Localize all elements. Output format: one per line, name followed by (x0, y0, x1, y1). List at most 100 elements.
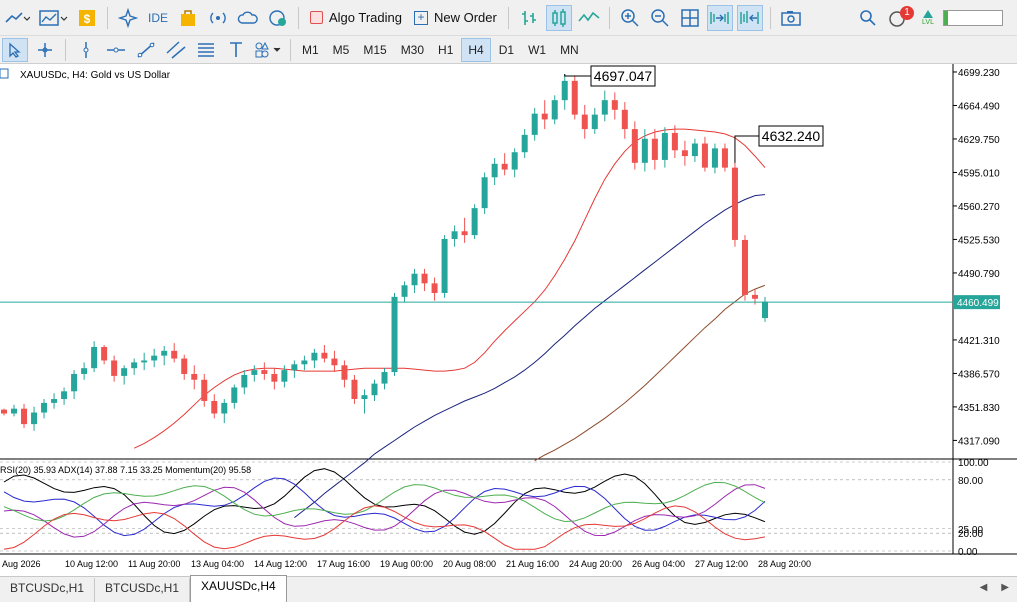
candle-body (731, 167, 738, 240)
price-tick-label: 4421.310 (958, 336, 1000, 347)
timeframe-h4[interactable]: H4 (461, 37, 491, 62)
candle-body (651, 138, 658, 160)
current-price-label: 4460.499 (957, 298, 999, 309)
signal-broadcast-icon[interactable] (205, 5, 231, 31)
auto-scroll-icon[interactable] (706, 4, 733, 31)
notification-badge: 1 (900, 5, 914, 20)
candle-body (421, 273, 428, 284)
candle-body (471, 208, 478, 236)
candle-body (281, 370, 288, 382)
timeframe-d1[interactable]: D1 (498, 42, 515, 57)
timeframe-m15[interactable]: M15 (363, 42, 387, 57)
scroll-left-icon[interactable]: ◀ (979, 582, 988, 593)
price-tick-label: 4386.570 (958, 369, 1000, 380)
chart-type-icon[interactable] (2, 5, 32, 31)
price-tick-label: 4699.230 (958, 68, 1000, 79)
candle-body (551, 100, 558, 120)
cloud-icon[interactable] (235, 5, 261, 31)
time-axis-label: 19 Aug 00:00 (380, 559, 433, 569)
candle-body (361, 395, 368, 400)
search-icon[interactable] (855, 5, 881, 31)
candle-body (331, 358, 338, 366)
market-bag-icon[interactable] (175, 5, 201, 31)
zoom-in-icon[interactable] (617, 5, 643, 31)
line-chart-icon[interactable] (576, 5, 602, 31)
time-axis-label: 27 Aug 12:00 (695, 559, 748, 569)
svg-text:$: $ (84, 12, 91, 26)
momentum-line (3, 505, 766, 550)
candle-body (341, 365, 348, 380)
algo-trading-icon (310, 11, 323, 24)
crosshair-icon[interactable] (32, 37, 58, 63)
price-tick-label: 4525.530 (958, 235, 1000, 246)
equidistant-channel-icon[interactable] (163, 37, 189, 63)
candle-body (711, 148, 718, 168)
chart-tab[interactable]: BTCUSDc,H1 (0, 578, 96, 602)
current-price-tag (954, 295, 1000, 310)
candle-body (741, 239, 748, 295)
candle-body (601, 100, 608, 115)
tile-windows-icon[interactable] (677, 5, 703, 31)
moving-average-slow-line (534, 284, 766, 462)
candle-body (171, 350, 178, 359)
candle-body (51, 399, 58, 403)
high-price-callout-box (590, 65, 656, 87)
zoom-out-icon[interactable] (647, 5, 673, 31)
timeframe-m5[interactable]: M5 (332, 42, 350, 57)
timeframe-h1[interactable]: H1 (438, 42, 454, 57)
candle-body (451, 231, 458, 239)
candle-body (481, 177, 488, 209)
fibonacci-icon[interactable] (193, 37, 219, 63)
shapes-icon[interactable] (253, 37, 283, 63)
candle-body (121, 368, 128, 376)
chart-tab[interactable]: XAUUSDc,H4 (190, 575, 287, 602)
main-toolbar: $ IDE Algo Trading + New Order (0, 0, 1017, 36)
candle-body (461, 231, 468, 236)
level-indicator[interactable]: LVL (915, 5, 941, 31)
candle-body (691, 143, 698, 157)
timeframe-m1[interactable]: M1 (302, 42, 319, 57)
timeframe-mn[interactable]: MN (560, 42, 579, 57)
candle-body (151, 355, 158, 361)
chart-list-icon[interactable] (0, 68, 9, 79)
candle-body (681, 150, 688, 157)
text-tool-icon[interactable] (223, 37, 249, 63)
new-order-label: New Order (434, 10, 497, 25)
rsi-line (3, 481, 766, 523)
vps-globe-icon[interactable] (265, 5, 291, 31)
chart-window[interactable]: 4699.230 4664.490 4629.750 4595.010 4560.270… (0, 64, 1017, 576)
tab-scroll-arrows[interactable]: ◀ ▶ (980, 582, 1009, 593)
candle-body (91, 346, 98, 369)
cursor-icon[interactable] (2, 37, 28, 62)
bar-chart-icon[interactable] (516, 5, 542, 31)
notifications-button[interactable]: 1 (885, 5, 914, 31)
algo-trading-button[interactable]: Algo Trading (304, 10, 408, 25)
drawing-toolbar: M1 M5 M15 M30 H1 H4 D1 W1 MN (0, 36, 1017, 64)
chart-tab[interactable]: BTCUSDc,H1 (95, 578, 191, 602)
sparkle-icon[interactable] (115, 5, 141, 31)
scroll-right-icon[interactable]: ▶ (1001, 582, 1009, 593)
candle-body (501, 163, 508, 170)
candle-body (201, 379, 208, 401)
dollar-icon[interactable]: $ (74, 5, 100, 31)
candle-body (251, 370, 258, 375)
candle-body (531, 113, 538, 135)
chart-tabs-bar: BTCUSDc,H1 BTCUSDc,H1 XAUUSDc,H4 ◀ ▶ (0, 575, 1017, 602)
candle-body (671, 132, 678, 151)
timeframe-w1[interactable]: W1 (528, 42, 547, 57)
candle-body (71, 373, 78, 392)
screenshot-camera-icon[interactable] (778, 5, 804, 31)
candle-body (231, 387, 238, 403)
chart-templates-icon[interactable] (36, 5, 70, 31)
new-order-button[interactable]: + New Order (408, 10, 503, 25)
chart-shift-icon[interactable] (736, 4, 763, 31)
horizontal-line-icon[interactable] (103, 37, 129, 63)
ide-button[interactable]: IDE (147, 10, 168, 25)
timeframe-m30[interactable]: M30 (400, 42, 425, 57)
vertical-line-icon[interactable] (73, 37, 99, 63)
trend-line-icon[interactable] (133, 37, 159, 63)
candle-body (301, 360, 308, 365)
price-chart[interactable]: 4699.230 4664.490 4629.750 4595.010 4560.270… (0, 64, 1017, 576)
candlestick-chart-icon[interactable] (545, 4, 572, 31)
price-tick-label: 4629.750 (958, 135, 1000, 146)
